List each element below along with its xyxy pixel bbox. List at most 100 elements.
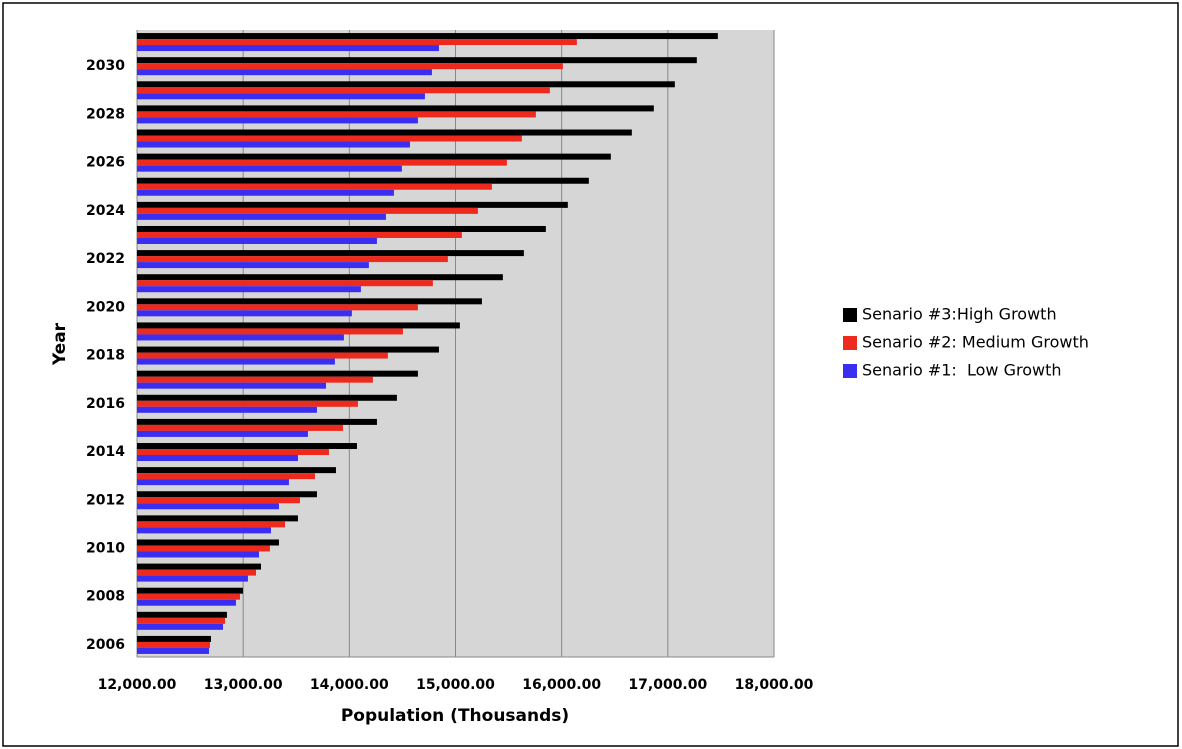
bar <box>137 57 697 64</box>
x-tick-label: 14,000.00 <box>310 677 389 693</box>
bar <box>137 135 522 142</box>
bar <box>137 443 357 450</box>
y-tick-label: 2026 <box>86 155 125 171</box>
y-tick-label: 2010 <box>86 540 125 556</box>
y-tick-label: 2016 <box>86 396 125 412</box>
bar <box>137 467 336 474</box>
bar <box>137 479 289 486</box>
x-tick-label: 13,000.00 <box>204 677 283 693</box>
bar <box>137 424 343 431</box>
bar <box>137 647 209 654</box>
bar <box>137 298 482 305</box>
x-tick-label: 12,000.00 <box>98 677 177 693</box>
bar <box>137 39 577 46</box>
bar <box>137 286 361 293</box>
x-tick-label: 16,000.00 <box>522 677 601 693</box>
bar <box>137 418 377 425</box>
bar <box>137 322 460 329</box>
bar <box>137 334 344 341</box>
bar <box>137 358 335 365</box>
bar <box>137 569 257 576</box>
bar <box>137 394 397 401</box>
y-tick-label: 2014 <box>86 444 125 460</box>
bar <box>137 63 563 70</box>
x-tick-label: 17,000.00 <box>628 677 707 693</box>
legend-label: Senario #3:High Growth <box>862 305 1057 324</box>
bar <box>137 105 654 112</box>
bar <box>137 593 240 600</box>
bar <box>137 599 236 606</box>
bar <box>137 503 279 510</box>
y-tick-label: 2008 <box>86 589 125 605</box>
bar <box>137 201 568 208</box>
bar <box>137 515 298 522</box>
y-tick-label: 2018 <box>86 348 125 364</box>
bar <box>137 262 369 269</box>
bar <box>137 491 317 498</box>
bar <box>137 87 550 94</box>
bar <box>137 352 388 359</box>
x-tick-label: 15,000.00 <box>416 677 495 693</box>
bar <box>137 563 262 570</box>
x-tick-label: 18,000.00 <box>735 677 814 693</box>
bar <box>137 376 373 383</box>
y-tick-label: 2030 <box>86 58 125 74</box>
bar <box>137 521 285 528</box>
bar <box>137 93 425 100</box>
bar <box>137 141 410 148</box>
legend-label: Senario #1: Low Growth <box>862 361 1062 380</box>
bar <box>137 280 433 287</box>
bar <box>137 213 386 220</box>
bar <box>137 33 718 40</box>
bar <box>137 623 223 630</box>
bar <box>137 455 298 462</box>
bar <box>137 207 478 214</box>
bar <box>137 129 632 136</box>
x-axis-title: Population (Thousands) <box>341 706 569 726</box>
bar <box>137 497 300 504</box>
bar <box>137 177 589 184</box>
bar <box>137 400 358 407</box>
bar <box>137 641 210 648</box>
bar <box>137 310 352 317</box>
legend-swatch <box>843 308 857 322</box>
bar <box>137 304 418 311</box>
bar <box>137 183 492 190</box>
y-tick-label: 2006 <box>86 637 125 653</box>
bar <box>137 617 226 624</box>
bar <box>137 165 402 172</box>
bar <box>137 370 418 377</box>
bar <box>137 473 315 480</box>
bar <box>137 81 675 88</box>
bar <box>137 406 317 413</box>
y-tick-label: 2022 <box>86 251 125 267</box>
bar <box>137 250 524 257</box>
bar <box>137 346 439 353</box>
bar <box>137 527 271 534</box>
y-tick-label: 2012 <box>86 492 125 508</box>
y-tick-label: 2024 <box>86 203 125 219</box>
bar <box>137 153 611 160</box>
bar <box>137 256 448 263</box>
bar <box>137 587 243 594</box>
y-axis-title: Year <box>50 322 70 366</box>
bar <box>137 274 503 281</box>
bar <box>137 575 248 582</box>
y-tick-label: 2020 <box>86 299 125 315</box>
bar <box>137 430 308 437</box>
bar <box>137 611 227 618</box>
bar <box>137 551 259 558</box>
bar <box>137 449 329 456</box>
bar <box>137 111 536 118</box>
bar <box>137 635 211 642</box>
bar <box>137 117 418 124</box>
bar <box>137 237 377 244</box>
bar <box>137 328 403 335</box>
y-tick-label: 2028 <box>86 106 125 122</box>
bar <box>137 382 326 389</box>
legend-swatch <box>843 336 857 350</box>
bar <box>137 69 432 76</box>
bar <box>137 539 279 546</box>
